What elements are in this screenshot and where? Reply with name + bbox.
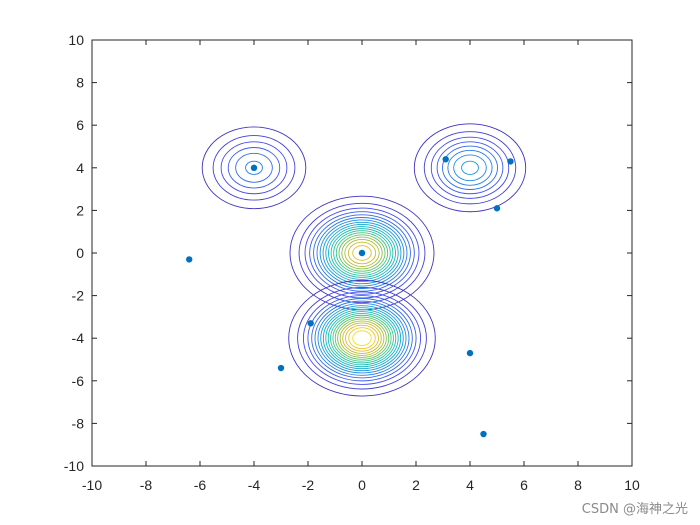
contour-line: [325, 309, 399, 368]
contour-line: [320, 305, 404, 372]
x-tick-label: 2: [412, 477, 420, 493]
x-tick-label: 0: [358, 477, 366, 493]
contour-line: [334, 316, 390, 360]
scatter-point: [442, 156, 449, 163]
contour-line: [316, 217, 408, 289]
contour-line: [333, 230, 391, 276]
contour-line: [307, 295, 417, 382]
contour-line: [302, 291, 422, 385]
contour-line: [352, 245, 372, 261]
contour-line: [288, 279, 436, 397]
contour-line: [341, 236, 383, 270]
contour-line: [413, 123, 527, 213]
contour-line: [442, 145, 498, 190]
contour-line: [309, 211, 415, 295]
contour-line: [330, 228, 394, 278]
contour-line: [327, 311, 397, 366]
contour-line: [345, 324, 379, 352]
scatter-point: [307, 320, 314, 327]
contour-blob: [289, 195, 435, 311]
contour-layer: [201, 123, 527, 397]
contour-line: [423, 131, 517, 205]
scatter-point: [186, 256, 193, 263]
x-tick-label: 4: [466, 477, 474, 493]
contour-line: [227, 147, 281, 189]
scatter-point: [480, 430, 487, 438]
contour-line: [342, 322, 382, 354]
contour-line: [330, 312, 394, 364]
contour-line: [352, 330, 372, 346]
contour-line: [311, 298, 413, 379]
contour-line: [314, 300, 410, 376]
contour-line: [322, 221, 402, 285]
y-tick-label: -8: [72, 415, 85, 431]
y-tick-label: 2: [76, 202, 84, 218]
contour-line: [325, 224, 399, 282]
contour-blob: [201, 126, 307, 210]
scatter-point: [493, 205, 501, 212]
scatter-point: [358, 249, 366, 257]
contour-line: [447, 149, 493, 186]
contour-line: [304, 207, 420, 299]
y-tick-label: -4: [72, 330, 85, 346]
y-tick-label: -2: [72, 288, 85, 304]
contour-line: [328, 226, 396, 280]
x-tick-label: -10: [82, 477, 102, 493]
watermark: CSDN @海神之光: [581, 502, 688, 517]
contour-line: [461, 160, 479, 175]
contour-line: [453, 154, 487, 182]
contour-line: [339, 320, 385, 356]
contour-line: [313, 214, 411, 292]
y-tick-label: 4: [76, 160, 84, 176]
x-tick-label: 8: [574, 477, 582, 493]
x-tick-label: -8: [140, 477, 153, 493]
contour-line: [337, 318, 387, 358]
contour-line: [297, 286, 427, 390]
x-tick-label: 6: [520, 477, 528, 493]
contour-line: [322, 307, 402, 370]
y-tick-label: 10: [68, 32, 84, 48]
scatter-point: [250, 164, 258, 171]
scatter-points: [186, 156, 514, 438]
contour-line: [201, 126, 307, 210]
y-tick-label: 6: [76, 117, 84, 133]
y-tick-label: -6: [72, 373, 85, 389]
axis-ticks: -10 -8 -6 -4 -2 0 2 4 6 8 10 -10 -8 -6 -4 -2 0 2 4 6 8 10: [64, 32, 640, 493]
scatter-point: [507, 158, 514, 165]
scatter-point: [466, 349, 474, 357]
contour-line: [332, 314, 392, 362]
contour-line: [335, 232, 389, 274]
contour-line: [298, 202, 426, 304]
contour-line: [344, 239, 380, 267]
contour-line: [348, 327, 376, 350]
contour-blob: [413, 123, 527, 213]
x-tick-label: 10: [624, 477, 640, 493]
y-tick-label: 0: [76, 245, 84, 261]
contour-line: [235, 152, 273, 183]
contour-line: [347, 241, 377, 265]
contour-line: [430, 136, 510, 199]
contour-line: [319, 219, 405, 287]
contour-line: [317, 303, 407, 374]
scatter-point: [277, 364, 285, 372]
contour-line: [220, 141, 288, 195]
contour-line: [212, 135, 296, 201]
y-tick-label: 8: [76, 75, 84, 91]
x-tick-label: -2: [302, 477, 315, 493]
x-tick-label: -4: [248, 477, 261, 493]
y-tick-label: -10: [64, 458, 84, 474]
contour-blob: [288, 279, 436, 397]
contour-line: [338, 234, 386, 272]
x-tick-label: -6: [194, 477, 207, 493]
contour-line: [245, 160, 263, 175]
contour-line: [436, 141, 504, 195]
